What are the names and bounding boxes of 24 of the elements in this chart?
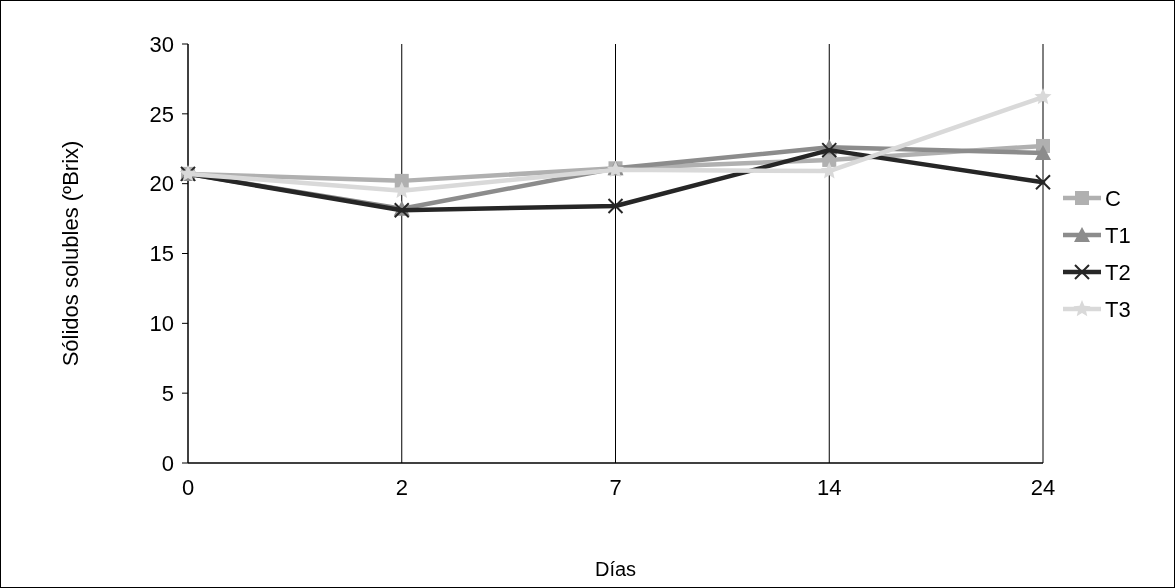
y-tick-label: 15 [149,241,174,267]
y-tick-label: 20 [149,171,174,197]
point [1034,88,1052,105]
point [393,181,411,198]
x-tick-label: 24 [1030,475,1056,500]
x-tick-label: 2 [395,475,408,500]
y-tick-label: 10 [149,311,174,337]
y-tick-label: 30 [149,31,174,57]
point [607,198,624,215]
y-tick-label: 5 [161,380,174,406]
point [1035,144,1051,160]
legend-label: C [1105,185,1121,211]
y-tick-label: 25 [149,101,174,127]
legend-label: T1 [1105,222,1131,248]
y-tick-label: 0 [161,450,174,476]
y-axis-title: Sólidos solubles (ºBrix) [58,140,83,367]
x-tick-label: 7 [609,475,622,500]
x-tick-label: 0 [181,475,195,500]
x-axis-title: Días [594,558,637,580]
point [821,142,838,159]
legend-label: T2 [1105,259,1131,285]
point [1035,174,1051,191]
legend-label: T3 [1105,296,1131,322]
x-tick-label: 14 [817,475,842,500]
